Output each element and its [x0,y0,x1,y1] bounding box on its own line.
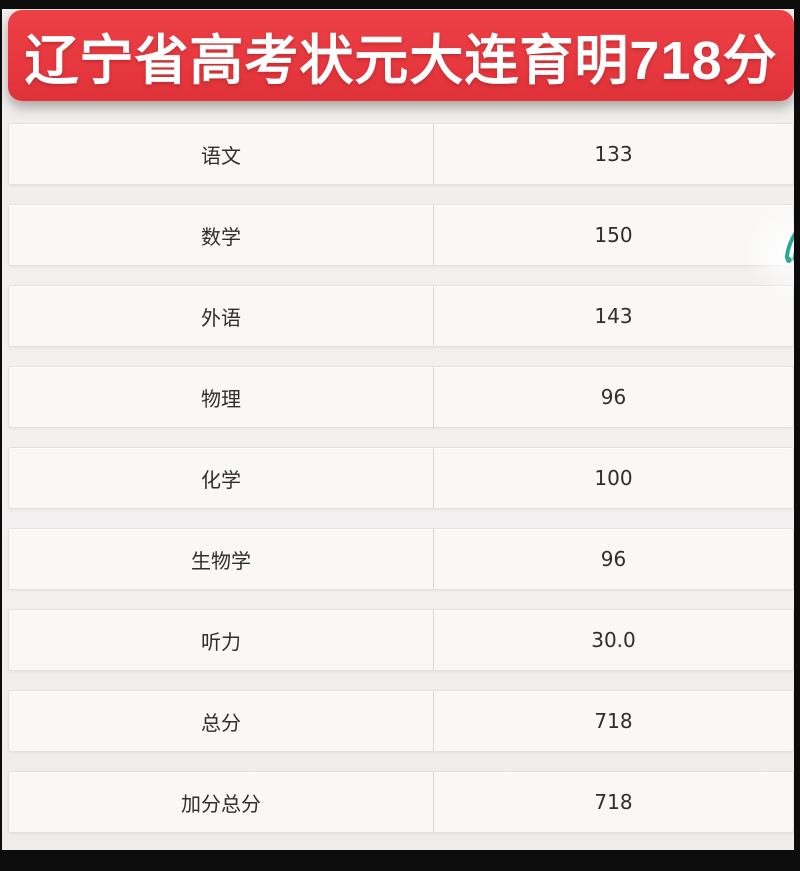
letterbox-top [0,0,800,9]
subject-score: 30.0 [591,628,636,652]
subject-score: 718 [594,790,633,814]
subject-score: 96 [600,385,627,409]
letterbox-left [0,0,2,871]
table-row: 加分总分 718 [8,771,794,833]
table-row: 总分 718 [8,690,794,752]
subject-score: 150 [594,223,633,247]
subject-score: 143 [594,304,633,328]
score-table: 语文 133 数学 150 外语 143 物理 96 化学 100 生物学 96… [8,123,794,850]
subject-score: 96 [600,547,627,571]
table-row: 语文 133 [8,123,794,185]
content-area: 辽宁省高考状元大连育明718分 语文 133 数学 150 外语 143 物理 … [2,9,794,850]
subject-label: 外语 [9,286,434,346]
teal-squiggle-watermark-icon [784,226,794,263]
table-row: 数学 150 [8,204,794,266]
subject-label: 总分 [9,691,434,751]
letterbox-right [794,0,800,871]
table-row: 听力 30.0 [8,609,794,671]
headline-title: 辽宁省高考状元大连育明718分 [24,31,778,91]
subject-label: 数学 [9,205,434,265]
table-row: 生物学 96 [8,528,794,590]
subject-label: 物理 [9,367,434,427]
headline-banner: 辽宁省高考状元大连育明718分 [8,10,794,101]
subject-label: 听力 [9,610,434,670]
subject-score: 718 [594,709,633,733]
table-row: 物理 96 [8,366,794,428]
subject-label: 加分总分 [9,772,434,832]
subject-label: 生物学 [9,529,434,589]
letterbox-bottom [0,850,800,871]
table-row: 化学 100 [8,447,794,509]
table-row: 外语 143 [8,285,794,347]
subject-label: 语文 [9,124,434,184]
subject-label: 化学 [9,448,434,508]
subject-score: 133 [594,142,633,166]
subject-score: 100 [594,466,633,490]
